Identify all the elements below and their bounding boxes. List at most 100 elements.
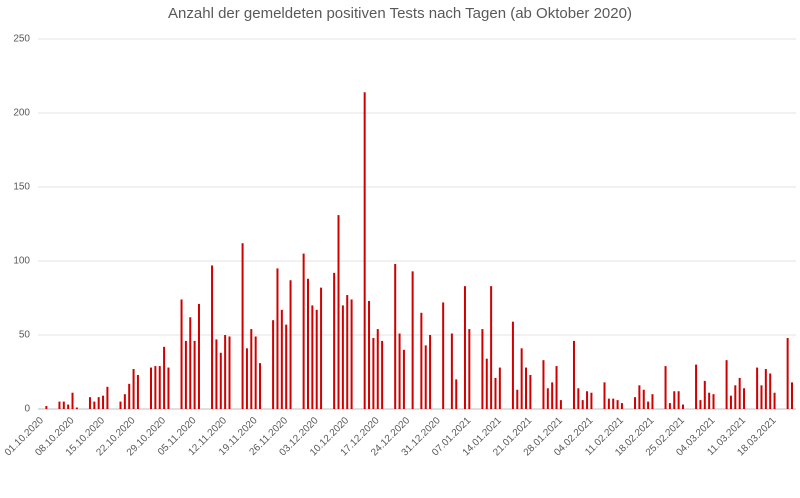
bar (306, 278, 309, 409)
bar (429, 335, 432, 409)
bar (612, 398, 615, 409)
bar (224, 335, 227, 409)
bar (734, 385, 737, 409)
bar (729, 395, 732, 409)
bar (280, 309, 283, 409)
bar (791, 382, 793, 409)
bar (738, 377, 741, 409)
bar (529, 374, 532, 409)
bar (551, 382, 554, 409)
bar (372, 337, 375, 409)
bar (337, 215, 340, 409)
bar (498, 367, 501, 409)
bar (494, 377, 497, 409)
bar (590, 392, 593, 409)
bar (154, 366, 157, 409)
bar (420, 312, 423, 409)
bar (276, 268, 279, 409)
bar (424, 345, 427, 409)
bar (75, 407, 78, 409)
bar (346, 295, 349, 409)
bar (525, 367, 528, 409)
bar (132, 369, 135, 409)
bar (106, 386, 109, 409)
bar (93, 401, 96, 409)
bar (699, 400, 702, 409)
bar (695, 364, 698, 409)
bar (455, 379, 458, 409)
bar (381, 340, 384, 409)
bar (511, 321, 514, 409)
bar (620, 403, 623, 409)
bar (673, 391, 676, 409)
bar (376, 329, 379, 409)
bar (642, 389, 645, 409)
bar (123, 394, 126, 409)
bar (786, 337, 789, 409)
bar (555, 366, 558, 409)
bar (128, 383, 131, 409)
bar (546, 388, 549, 409)
bar (315, 309, 318, 409)
bar (664, 366, 667, 409)
bar (184, 340, 187, 409)
bar (442, 302, 445, 409)
y-tick-label: 0 (24, 404, 30, 415)
bar (450, 333, 453, 409)
bar (368, 300, 371, 409)
bar (320, 287, 323, 409)
bar (62, 401, 65, 409)
bar (490, 286, 493, 409)
bar (197, 303, 200, 409)
bar (219, 352, 222, 409)
bar (241, 243, 244, 409)
bar (743, 388, 746, 409)
bar (341, 305, 344, 409)
bar (677, 391, 680, 409)
bar (703, 380, 706, 409)
bar (411, 271, 414, 409)
bar (136, 374, 139, 409)
bar (259, 363, 262, 409)
bar (647, 401, 650, 409)
bar (163, 346, 166, 409)
bar (481, 329, 484, 409)
bar (215, 339, 218, 409)
bar (634, 397, 637, 409)
y-tick-label: 100 (13, 256, 30, 267)
bar (402, 349, 405, 409)
bar (272, 320, 275, 409)
bar (58, 401, 61, 409)
bar (119, 401, 122, 409)
bar (725, 360, 728, 409)
bar (254, 336, 257, 409)
bar (760, 385, 763, 409)
bar (167, 367, 170, 409)
bar (71, 392, 74, 409)
bar (577, 388, 580, 409)
bar (363, 92, 366, 409)
bar (150, 367, 153, 409)
bar (516, 389, 519, 409)
bar (607, 398, 610, 409)
y-tick-label: 250 (13, 34, 30, 45)
bar (333, 272, 336, 409)
bar (250, 329, 253, 409)
bar (88, 397, 91, 409)
bar (668, 403, 671, 409)
bar (245, 348, 248, 409)
y-tick-label: 50 (19, 330, 31, 341)
bar (45, 406, 48, 409)
bar (764, 369, 767, 409)
bar (102, 395, 105, 409)
bar (285, 324, 288, 409)
bar (211, 265, 214, 409)
bar (559, 400, 562, 409)
bar (289, 280, 292, 409)
y-tick-label: 150 (13, 182, 30, 193)
bar (180, 299, 183, 409)
bar (468, 329, 471, 409)
bar (651, 394, 654, 409)
